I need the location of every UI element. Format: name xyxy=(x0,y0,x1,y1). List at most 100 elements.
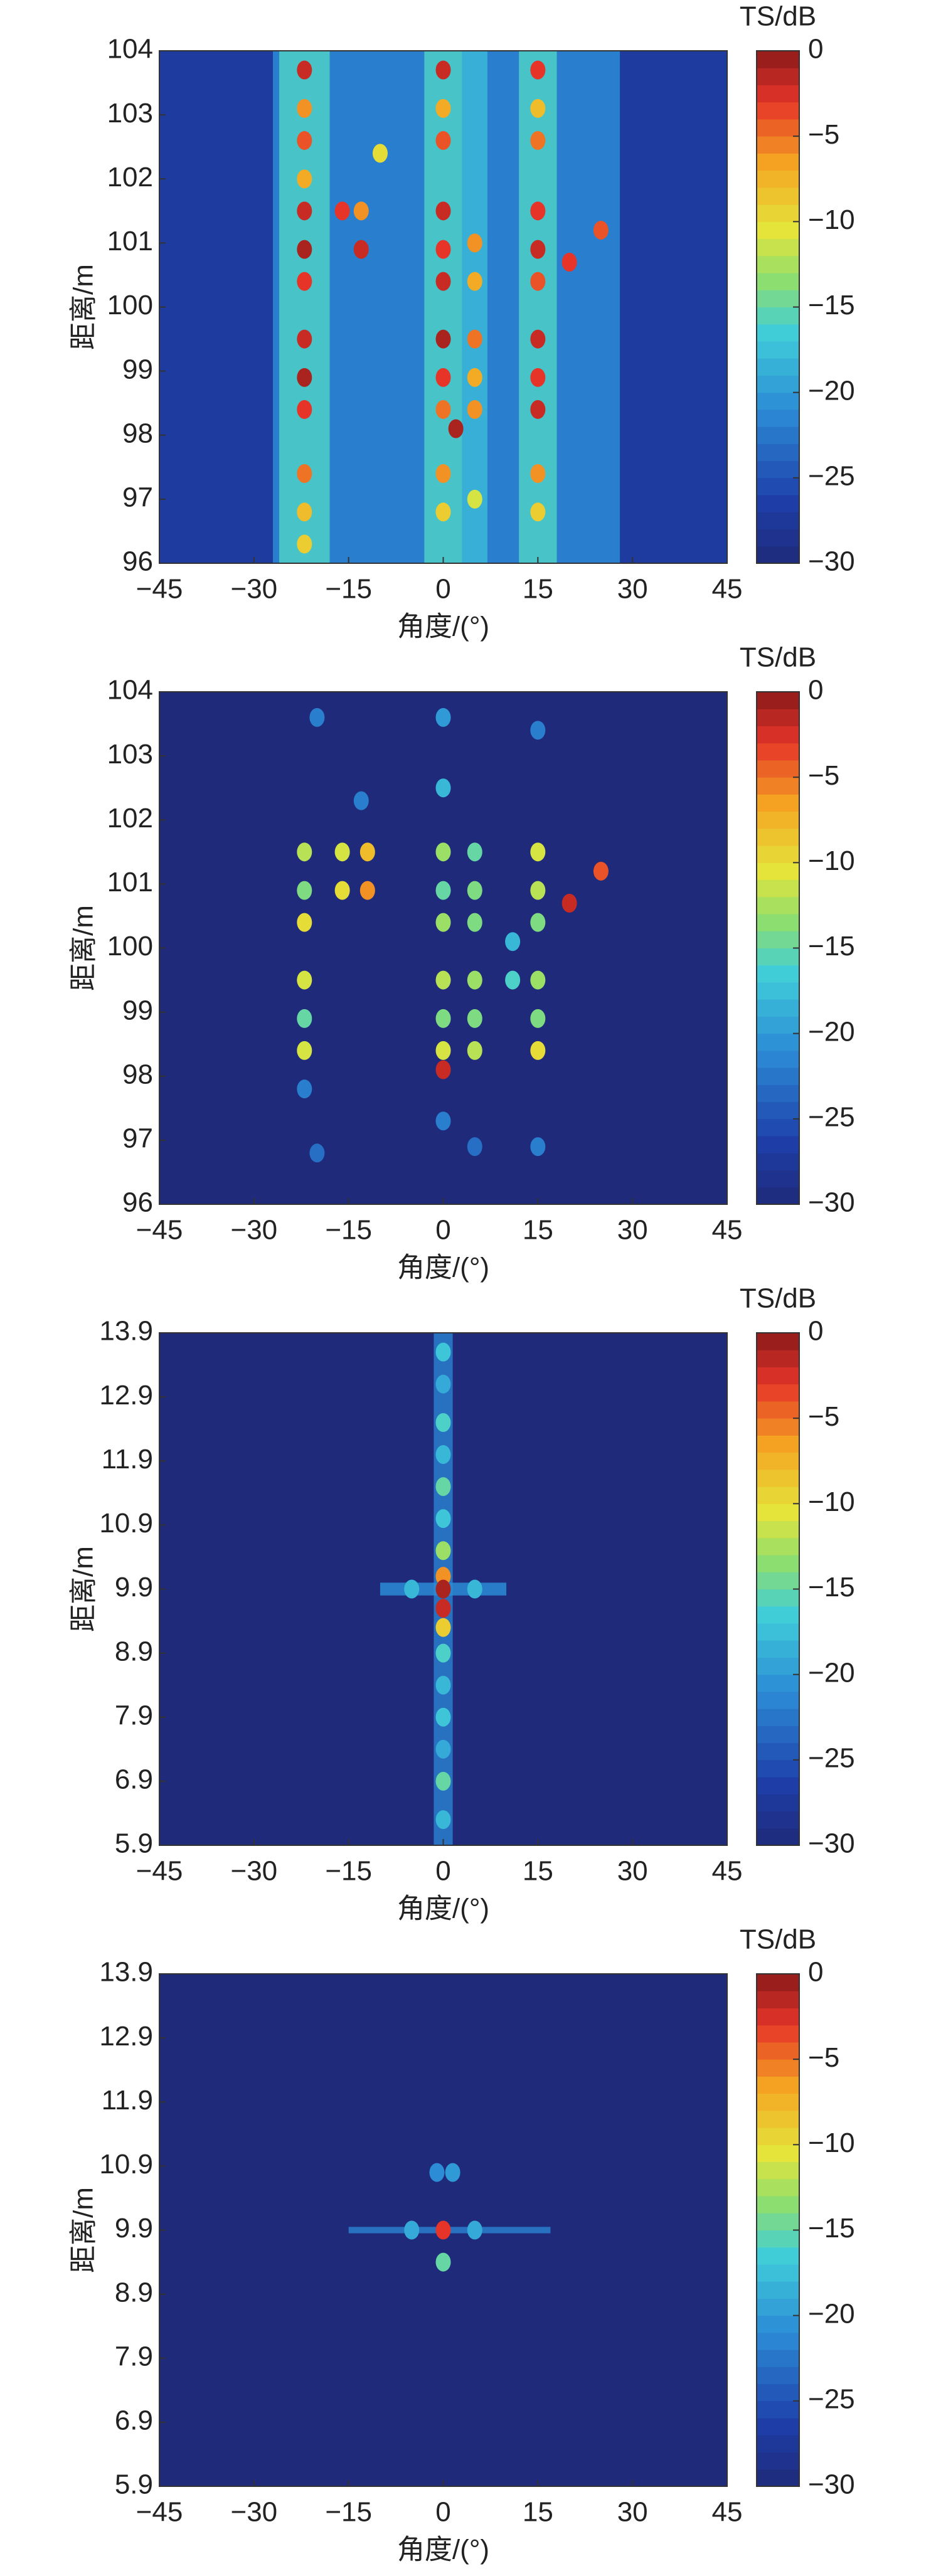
hot-spot xyxy=(435,1579,451,1599)
x-tick-label: 15 xyxy=(523,574,553,605)
colorbar-tick-label: −10 xyxy=(808,1487,855,1517)
x-tick-label: 45 xyxy=(712,2497,743,2528)
colorbar-band xyxy=(757,1589,799,1607)
hot-spot xyxy=(530,1041,546,1060)
region xyxy=(424,51,462,563)
y-tick-label: 8.9 xyxy=(115,2277,153,2308)
hot-spot xyxy=(467,400,482,419)
colorbar-band xyxy=(757,1187,799,1205)
y-tick-label: 98 xyxy=(122,1059,153,1089)
colorbar-band xyxy=(757,1350,799,1367)
hot-spot xyxy=(297,60,312,80)
hot-spot xyxy=(530,98,546,118)
hot-spot xyxy=(359,881,375,900)
y-axis-label: 距离/m xyxy=(68,905,99,991)
hot-spot xyxy=(530,1009,546,1028)
y-tick-label: 96 xyxy=(122,546,153,577)
colorbar-band xyxy=(757,896,799,914)
hot-spot xyxy=(435,130,451,150)
region xyxy=(279,51,330,563)
colorbar-title: TS/dB xyxy=(740,1924,816,1955)
x-tick-label: −30 xyxy=(231,2497,278,2528)
hot-spot xyxy=(297,1079,312,1099)
x-tick-label: −45 xyxy=(136,2497,183,2528)
colorbar-tick-label: −15 xyxy=(808,2213,855,2244)
hot-spot xyxy=(435,970,451,990)
hot-spot xyxy=(467,1137,482,1157)
hot-spot xyxy=(353,240,369,259)
colorbar-band xyxy=(757,2144,799,2163)
colorbar-band xyxy=(757,2315,799,2333)
region xyxy=(519,51,557,563)
hot-spot xyxy=(404,2220,420,2240)
colorbar-tick-label: 0 xyxy=(808,675,823,706)
hot-spot xyxy=(435,1675,451,1695)
x-tick-label: 15 xyxy=(523,2497,553,2528)
hot-spot xyxy=(334,842,350,862)
hot-spot xyxy=(404,1579,420,1599)
plot-area xyxy=(159,51,727,563)
y-tick-label: 100 xyxy=(107,931,153,962)
hot-spot xyxy=(435,1541,451,1561)
y-tick-label: 11.9 xyxy=(102,2085,153,2116)
hot-spot xyxy=(334,201,350,221)
hot-spot xyxy=(467,913,482,932)
x-tick-label: 45 xyxy=(712,1215,743,1246)
hot-spot xyxy=(467,1041,482,1060)
colorbar-band xyxy=(757,1520,799,1539)
colorbar-band xyxy=(757,845,799,863)
hot-spot xyxy=(435,98,451,118)
hot-spot xyxy=(353,201,369,221)
colorbar-band xyxy=(757,2025,799,2043)
colorbar-band xyxy=(757,546,799,564)
hot-spot xyxy=(467,881,482,900)
y-tick-label: 13.9 xyxy=(99,1957,153,1988)
colorbar-band xyxy=(757,1828,799,1846)
colorbar-band xyxy=(757,153,799,171)
plot-area xyxy=(159,1333,727,1845)
colorbar-band xyxy=(757,2213,799,2230)
hot-spot xyxy=(435,329,451,349)
colorbar-band xyxy=(757,1136,799,1153)
colorbar-band xyxy=(757,119,799,137)
hot-spot xyxy=(530,721,546,740)
hot-spot xyxy=(297,970,312,990)
hot-spot xyxy=(435,1111,451,1131)
colorbar-band xyxy=(757,1101,799,1120)
chart: −45 −30 −15 0 15 30 45 96 97 98 99 100 101 102 103 104 角… xyxy=(68,642,855,1283)
y-tick-label: 7.9 xyxy=(115,2341,153,2372)
hot-spot xyxy=(435,1707,451,1727)
colorbar-tick-label: −10 xyxy=(808,2128,855,2158)
hot-spot xyxy=(530,272,546,291)
colorbar-band xyxy=(757,273,799,290)
colorbar-band xyxy=(757,358,799,376)
colorbar-band xyxy=(757,2008,799,2026)
hot-spot xyxy=(435,1739,451,1759)
hot-spot xyxy=(297,169,312,189)
colorbar-band xyxy=(757,1623,799,1641)
colorbar-band xyxy=(757,760,799,778)
colorbar-band xyxy=(757,2469,799,2487)
colorbar-tick-label: −20 xyxy=(808,375,855,406)
colorbar-band xyxy=(757,1401,799,1419)
chart: −45 −30 −15 0 15 30 45 96 97 98 99 100 101 102 103 104 角… xyxy=(68,1,855,642)
hot-spot xyxy=(530,201,546,221)
colorbar-tick-label: −15 xyxy=(808,931,855,962)
hot-spot xyxy=(435,60,451,80)
hot-spot xyxy=(530,400,546,419)
colorbar-band xyxy=(757,392,799,410)
y-tick-label: 7.9 xyxy=(115,1700,153,1731)
colorbar-band xyxy=(757,2400,799,2419)
hot-spot xyxy=(309,1143,325,1163)
hot-spot xyxy=(297,464,312,484)
colorbar-band xyxy=(757,2247,799,2265)
colorbar-tick-label: −10 xyxy=(808,204,855,235)
hot-spot xyxy=(297,329,312,349)
hot-spot xyxy=(435,1477,451,1497)
hot-spot xyxy=(435,201,451,221)
colorbar-band xyxy=(757,982,799,1000)
hot-spot xyxy=(467,842,482,862)
hot-spot xyxy=(297,913,312,932)
x-tick-label: 30 xyxy=(617,1856,648,1887)
